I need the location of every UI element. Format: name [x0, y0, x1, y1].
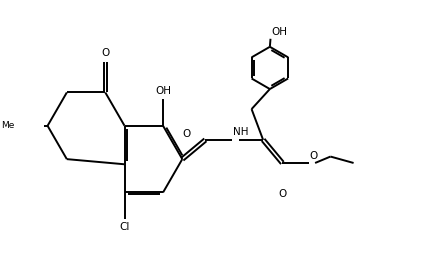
Text: O: O	[101, 49, 110, 59]
Text: OH: OH	[155, 86, 171, 96]
Text: O: O	[309, 151, 318, 161]
Text: O: O	[278, 189, 286, 199]
Text: OH: OH	[272, 27, 288, 37]
Text: O: O	[183, 129, 191, 139]
Text: Me: Me	[1, 121, 14, 130]
Text: NH: NH	[233, 127, 248, 137]
Text: Cl: Cl	[120, 222, 130, 232]
